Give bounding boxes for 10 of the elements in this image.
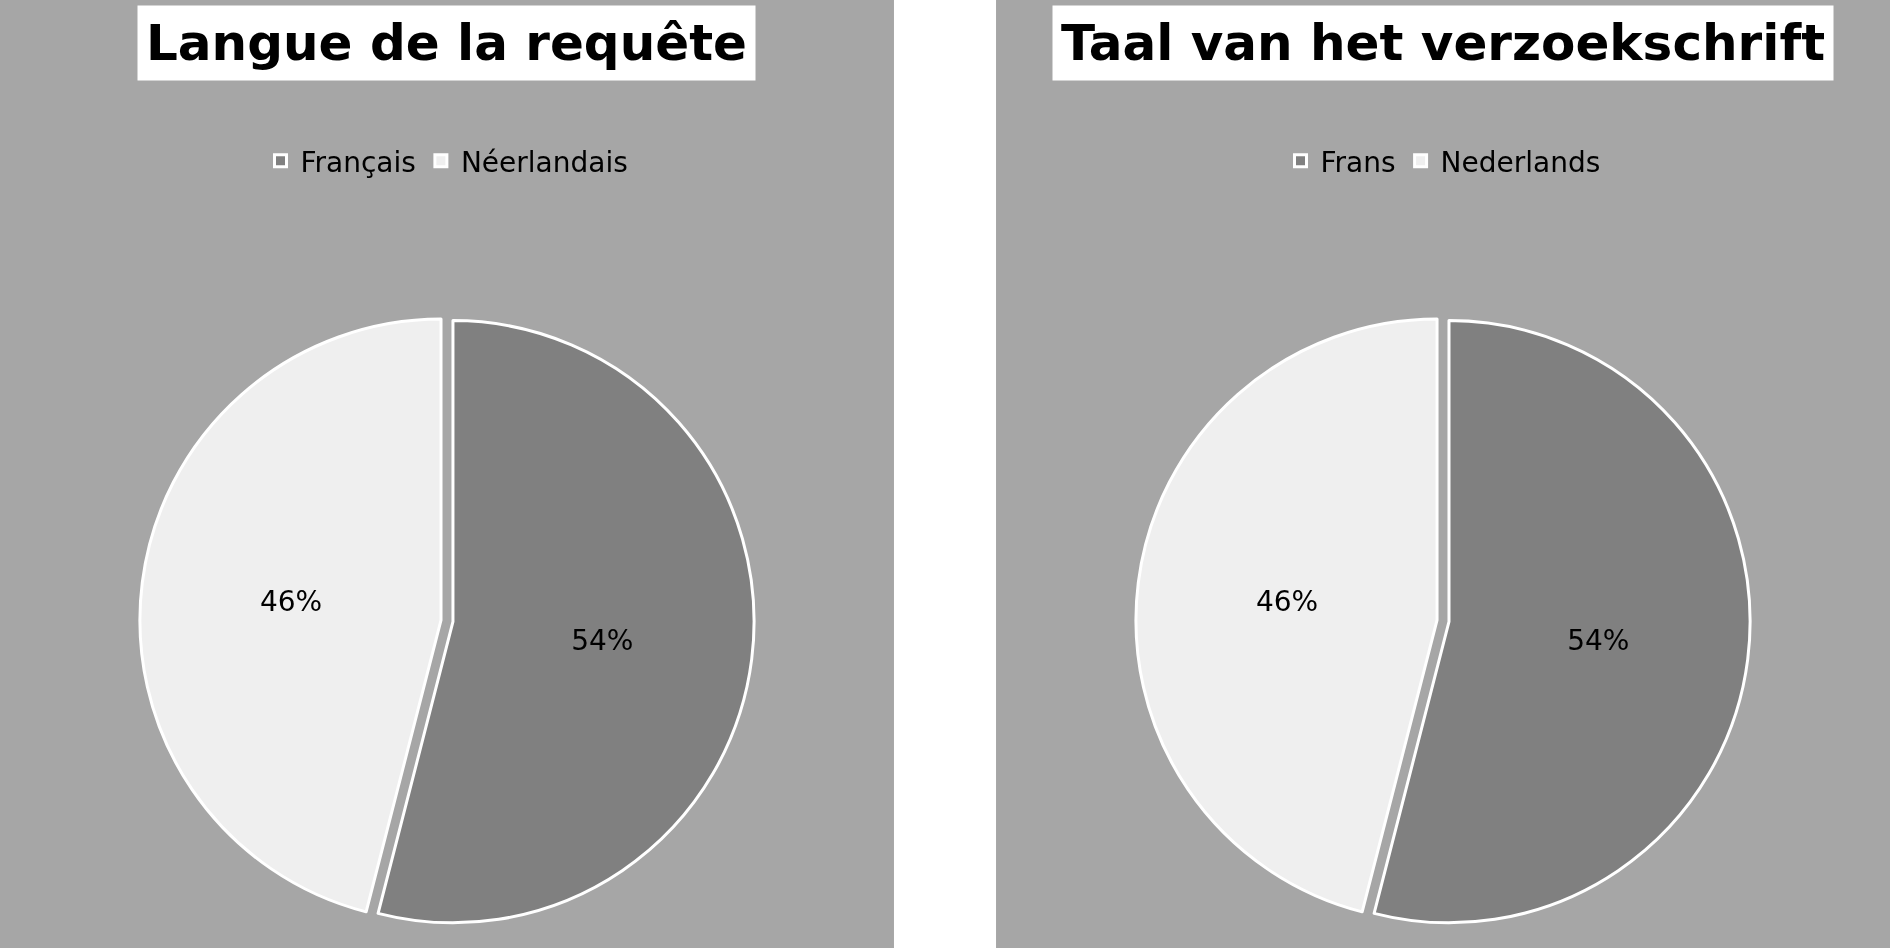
chart-title: Langue de la requête [146, 14, 747, 72]
legend-label: Nederlands [1440, 145, 1601, 179]
data-label: 46% [259, 584, 323, 618]
data-label: 54% [571, 624, 634, 658]
data-label: 54% [1567, 624, 1630, 658]
legend-label: Français [300, 145, 416, 179]
chart-title: Taal van het verzoekschrift [1061, 14, 1826, 72]
legend-label: Frans [1320, 145, 1396, 179]
data-label: 46% [1255, 584, 1319, 618]
legend-label: Néerlandais [460, 145, 628, 179]
